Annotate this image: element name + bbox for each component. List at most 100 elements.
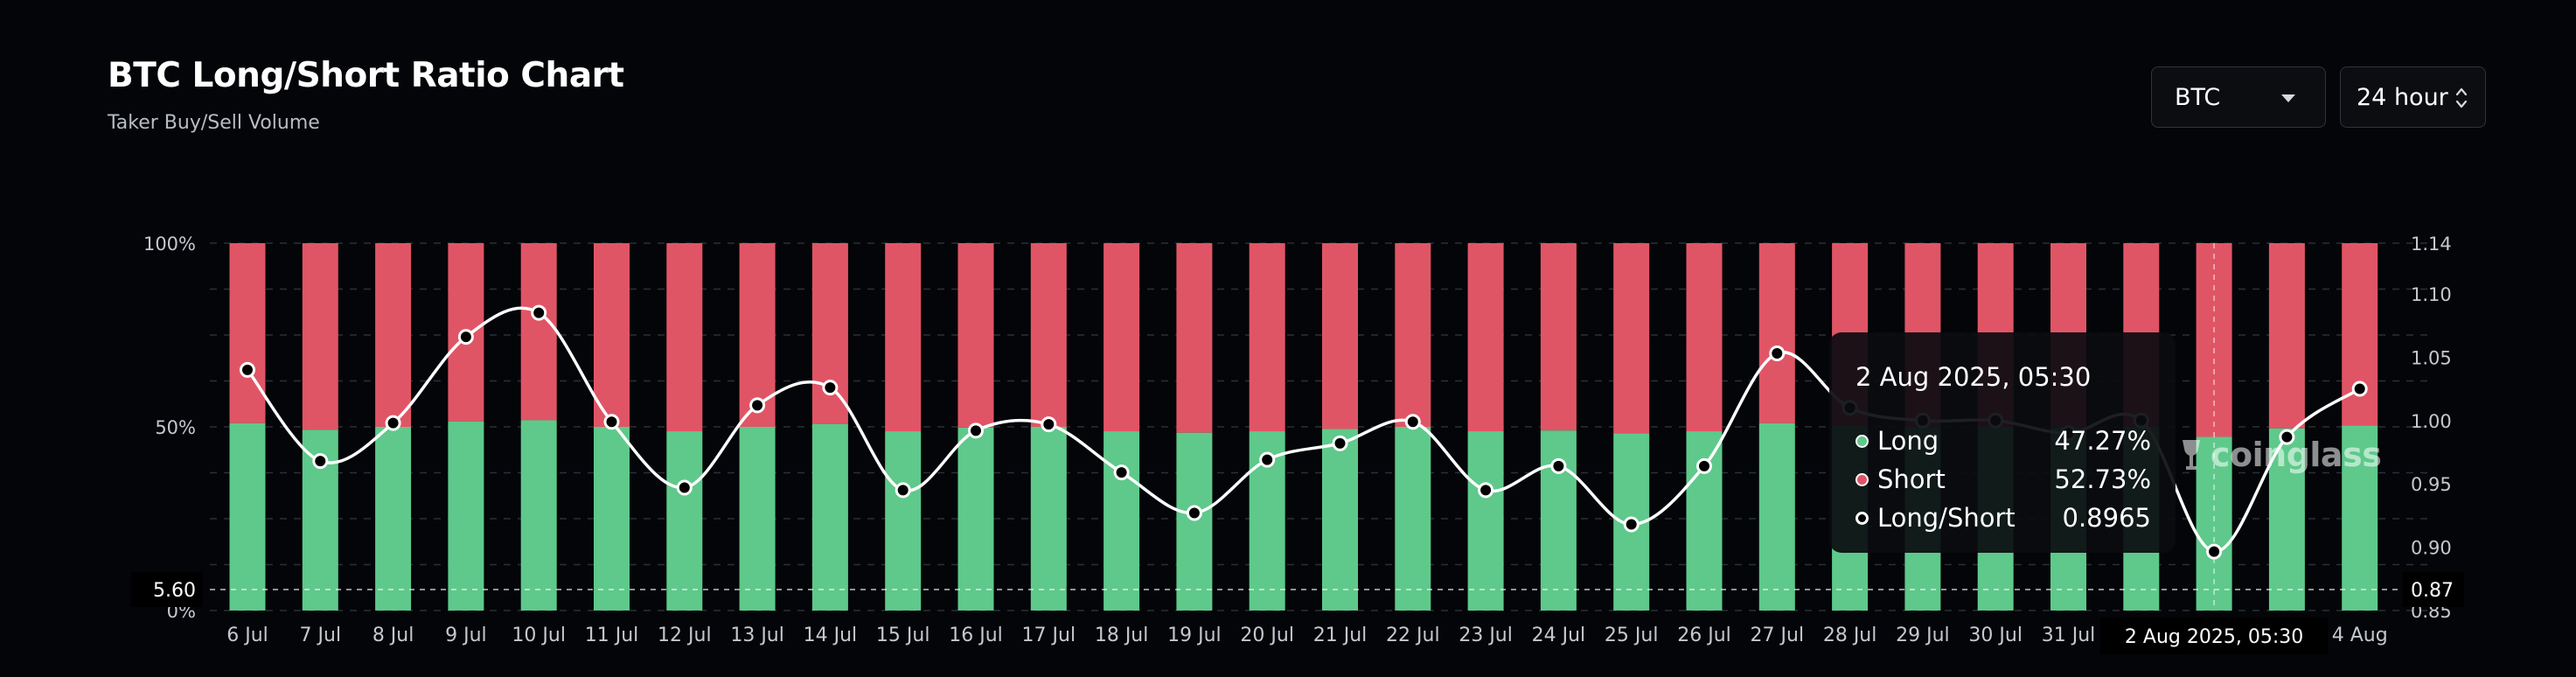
ratio-point: [822, 380, 839, 396]
long-bar: [1467, 431, 1504, 611]
y-right-tick-label: 1.10: [2411, 284, 2452, 305]
x-tick-label: 21 Jul: [1313, 625, 1368, 646]
x-tick-label: 20 Jul: [1240, 625, 1294, 646]
ratio-point: [1113, 464, 1130, 481]
long-bar: [229, 422, 266, 611]
long-bar: [520, 420, 557, 611]
ratio-point: [457, 329, 474, 345]
long-bar: [2268, 428, 2305, 611]
ratio-point: [603, 414, 620, 430]
tooltip-label: Long: [1877, 426, 1939, 456]
short-bar: [520, 243, 557, 421]
x-tick-label: 29 Jul: [1896, 625, 1950, 646]
tooltip-value: 52.73%: [2054, 464, 2151, 494]
y-right-tick-label: 0.95: [2411, 474, 2452, 495]
ratio-point: [676, 479, 693, 496]
short-bar: [885, 243, 922, 432]
long-bar: [1176, 432, 1213, 611]
short-bar: [1540, 243, 1577, 431]
coin-select[interactable]: BTC: [2151, 66, 2326, 128]
tooltip-value: 0.8965: [2062, 503, 2151, 533]
long-bar: [885, 431, 922, 611]
ratio-point: [1550, 457, 1567, 474]
long-bar: [811, 423, 848, 611]
x-tick-label: 16 Jul: [949, 625, 1003, 646]
y-right-tick-label: 1.00: [2411, 411, 2452, 432]
short-bar: [2268, 243, 2305, 429]
ratio-point: [2279, 429, 2295, 445]
short-bar: [1322, 243, 1358, 429]
long-bar: [1104, 431, 1140, 611]
x-tick-label: 17 Jul: [1022, 625, 1076, 646]
x-tick-label: 11 Jul: [585, 625, 639, 646]
ratio-point: [968, 422, 984, 439]
x-tick-label: 6 Jul: [226, 625, 268, 646]
ratio-point: [2351, 380, 2368, 397]
short-bar: [229, 243, 266, 423]
short-bar: [1613, 243, 1650, 434]
long-dot-icon: [1855, 434, 1869, 448]
tooltip-row-short: Short 52.73%: [1855, 460, 2151, 499]
x-tick-label: 23 Jul: [1459, 625, 1513, 646]
long-bar: [957, 427, 994, 611]
x-tick-label: 19 Jul: [1167, 625, 1222, 646]
ratio-point: [1186, 505, 1202, 521]
x-tick-label: 12 Jul: [658, 625, 712, 646]
ratio-point: [1041, 416, 1057, 433]
tooltip-title: 2 Aug 2025, 05:30: [1855, 362, 2092, 392]
chevron-updown-icon: [2455, 87, 2468, 108]
long-bar: [2342, 425, 2378, 611]
caret-down-icon: [2281, 94, 2295, 102]
long-bar: [1686, 431, 1723, 611]
y-left-tick-label: 100%: [143, 234, 196, 255]
short-bar: [2342, 243, 2378, 426]
ratio-point: [531, 304, 547, 321]
watermark-text: coinglass: [2210, 436, 2382, 474]
x-tick-label: 10 Jul: [512, 625, 566, 646]
x-tick-label: 8 Jul: [372, 625, 414, 646]
tooltip-row-long: Long 47.27%: [1855, 422, 2151, 460]
x-tick-label: 22 Jul: [1386, 625, 1440, 646]
crosshair-left-badge: [131, 572, 203, 607]
short-bar: [375, 243, 412, 427]
short-bar: [811, 243, 848, 424]
ratio-point: [749, 397, 766, 414]
ratio-point: [1259, 451, 1276, 468]
x-tick-label: 31 Jul: [2042, 625, 2096, 646]
x-tick-label: 26 Jul: [1677, 625, 1731, 646]
coin-select-value: BTC: [2175, 83, 2221, 111]
tooltip-value: 47.27%: [2054, 426, 2151, 456]
short-bar: [1395, 243, 1431, 427]
long-bar: [1540, 430, 1577, 611]
x-tick-label: 25 Jul: [1605, 625, 1659, 646]
long-bar: [666, 431, 703, 611]
x-tick-label: 28 Jul: [1823, 625, 1877, 646]
crosshair-left-value: 5.60: [153, 580, 196, 602]
x-tick-label: 24 Jul: [1532, 625, 1586, 646]
ratio-point: [1769, 345, 1786, 361]
short-bar: [594, 243, 630, 427]
x-tick-label: 9 Jul: [445, 625, 487, 646]
crosshair-right-value: 0.87: [2411, 580, 2454, 602]
short-bar: [666, 243, 703, 432]
short-bar: [957, 243, 994, 428]
page-title: BTC Long/Short Ratio Chart: [108, 56, 624, 95]
ratio-point: [2206, 543, 2223, 560]
long-bar: [594, 427, 630, 611]
ratio-point: [240, 361, 255, 378]
x-tick-label: 30 Jul: [1968, 625, 2023, 646]
x-tick-label: 13 Jul: [730, 625, 784, 646]
x-tick-label: 15 Jul: [876, 625, 930, 646]
ratio-dot-icon: [1855, 511, 1869, 525]
x-tick-label: 4 Aug: [2332, 625, 2388, 646]
short-bar: [1030, 243, 1067, 427]
period-select[interactable]: 24 hour: [2340, 66, 2486, 128]
tooltip-row-ratio: Long/Short 0.8965: [1855, 499, 2151, 537]
ratio-point: [895, 482, 911, 499]
ratio-point: [1623, 516, 1640, 533]
page-subtitle: Taker Buy/Sell Volume: [108, 112, 320, 134]
ratio-point: [1332, 435, 1348, 451]
long-bar: [1030, 427, 1067, 611]
x-tick-label: 7 Jul: [300, 625, 342, 646]
